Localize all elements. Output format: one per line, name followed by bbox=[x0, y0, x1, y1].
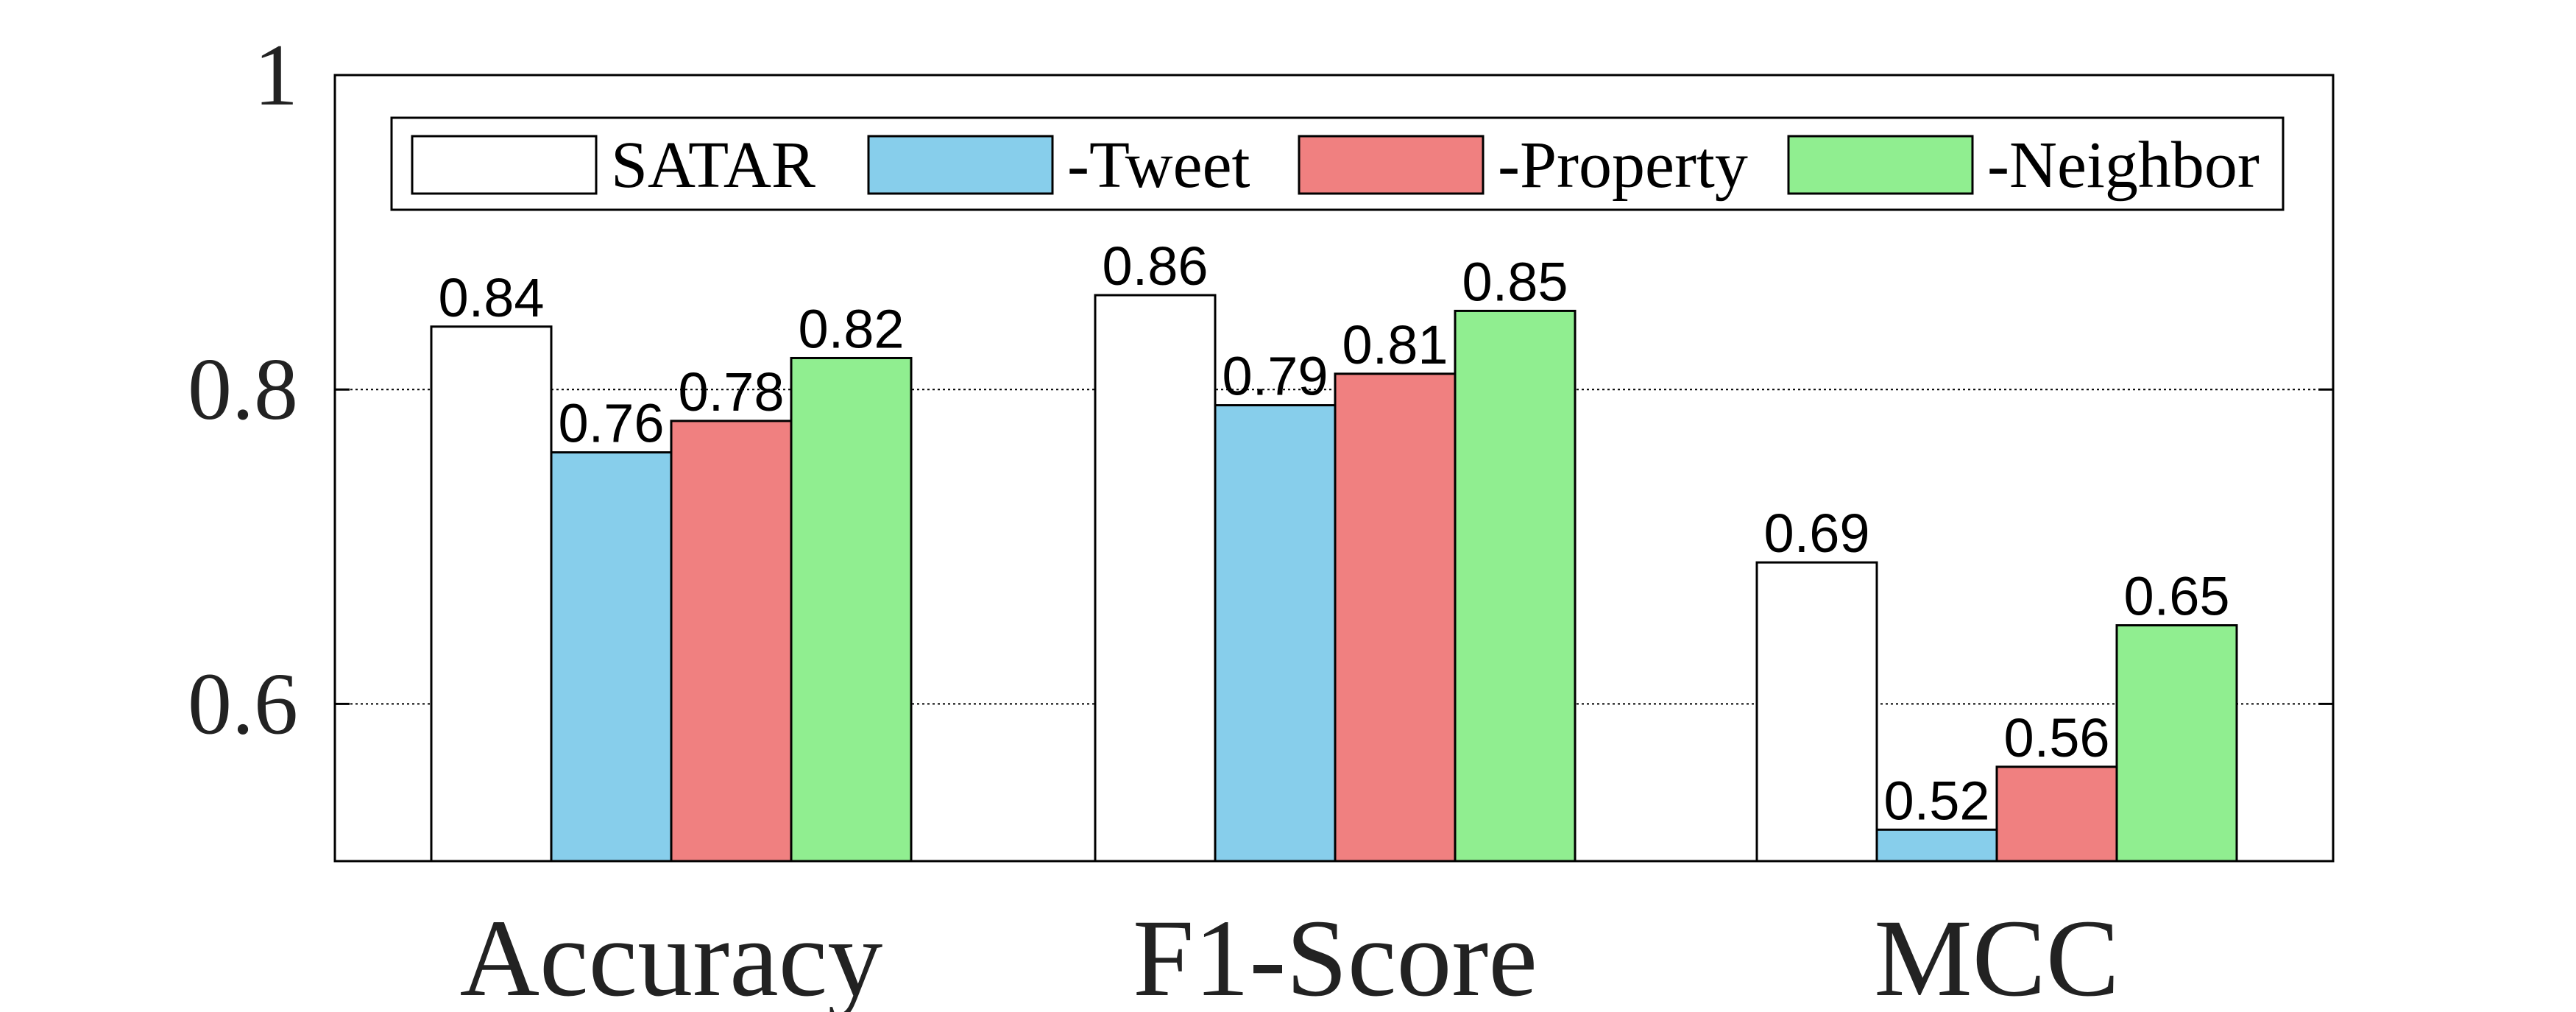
bar bbox=[790, 356, 913, 863]
bar bbox=[1755, 561, 1878, 863]
bars bbox=[430, 294, 2238, 863]
value-labels: 0.84 0.760.780.82 0.860.790.810.85 0.69 0.52… bbox=[438, 236, 2229, 831]
bar-value-label: 0.69 bbox=[1763, 503, 1869, 564]
bar bbox=[1454, 309, 1577, 863]
legend: SATAR -Tweet -Property -Neighbor bbox=[390, 116, 2285, 211]
y-tick-label: 0.8 bbox=[188, 340, 298, 438]
x-category-label: F1-Score bbox=[1133, 897, 1538, 1012]
y-axis-ticks: 0.60.81 bbox=[188, 26, 2333, 752]
x-category-label: Accuracy bbox=[460, 897, 883, 1012]
bar bbox=[670, 420, 793, 863]
bar-value-label: 0.79 bbox=[1222, 346, 1328, 407]
bar bbox=[1214, 404, 1337, 863]
bar-value-label: 0.84 bbox=[438, 267, 544, 328]
bar bbox=[1334, 372, 1457, 863]
bar bbox=[1875, 828, 1998, 863]
legend-entry-label: -Property bbox=[1498, 129, 1748, 202]
bar-value-label: 0.85 bbox=[1462, 251, 1568, 312]
bar bbox=[1094, 294, 1217, 863]
bar-value-label: 0.76 bbox=[558, 393, 664, 454]
bar-value-label: 0.78 bbox=[678, 361, 784, 422]
gridlines bbox=[335, 389, 2333, 705]
bar-value-label: 0.82 bbox=[798, 298, 904, 359]
bar bbox=[2115, 624, 2238, 863]
y-tick-label: 0.6 bbox=[188, 654, 298, 752]
bar-value-label: 0.86 bbox=[1102, 236, 1208, 297]
bar bbox=[550, 451, 673, 863]
y-tick-label: 1 bbox=[254, 26, 298, 124]
bar-value-label: 0.56 bbox=[2003, 707, 2109, 768]
bar-value-label: 0.81 bbox=[1342, 314, 1448, 375]
bar bbox=[430, 325, 553, 863]
legend-swatch bbox=[1298, 135, 1485, 195]
legend-entry-label: -Neighbor bbox=[1987, 129, 2260, 202]
legend-entry-label: -Tweet bbox=[1067, 129, 1250, 202]
x-axis-categories: Accuracy F1-Score MCC bbox=[460, 846, 2120, 1012]
bar bbox=[1995, 765, 2118, 863]
legend-swatch bbox=[411, 135, 598, 195]
legend-entry-label: SATAR bbox=[611, 129, 815, 202]
bar-value-label: 0.65 bbox=[2123, 566, 2229, 627]
x-category-label: MCC bbox=[1874, 897, 2119, 1012]
bar-value-label: 0.52 bbox=[1883, 770, 1989, 831]
legend-swatch bbox=[1787, 135, 1974, 195]
legend-swatch bbox=[867, 135, 1054, 195]
